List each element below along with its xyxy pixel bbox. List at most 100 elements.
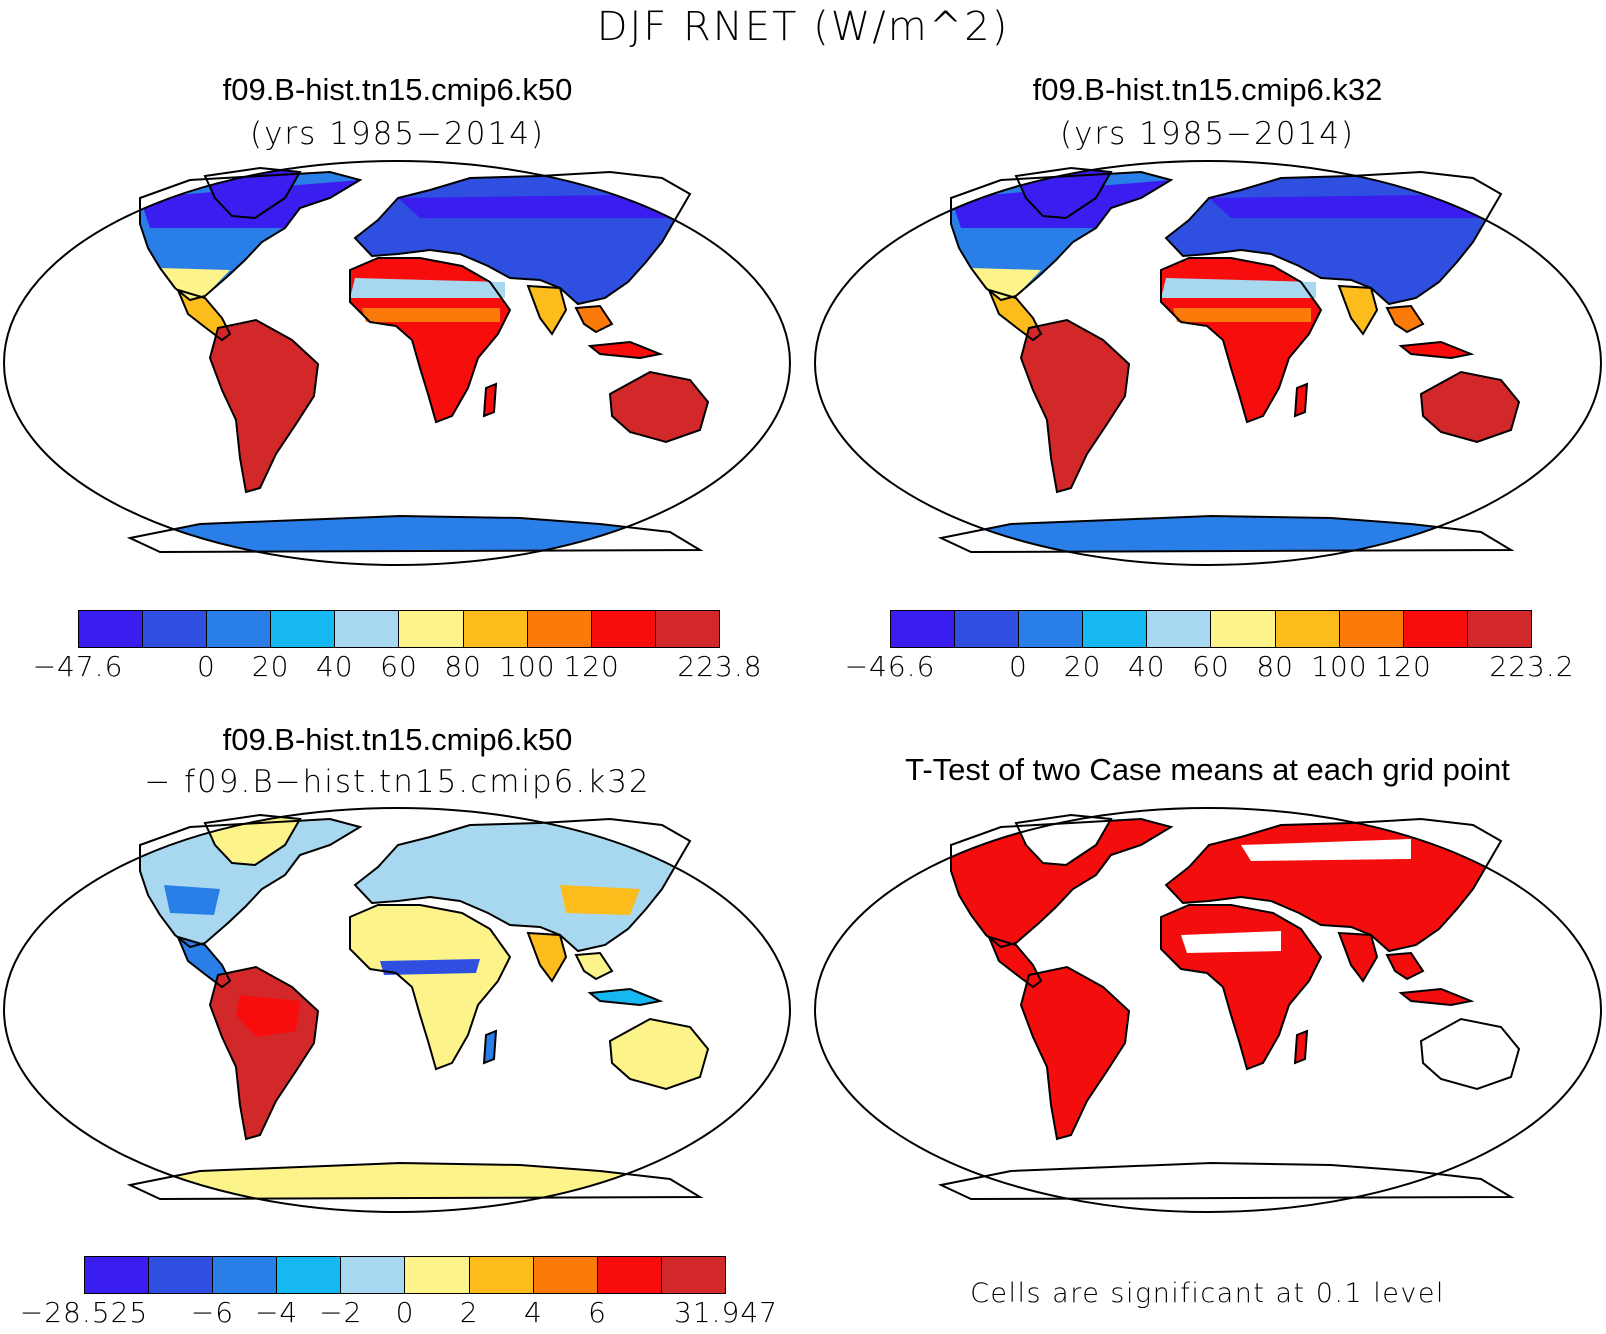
land-sa xyxy=(210,320,318,492)
coastline-eurasia xyxy=(1164,817,1503,953)
panel3-title: f09.B-hist.tn15.cmip6.k50 xyxy=(222,722,573,757)
panel2-subtitle: (yrs 1985−2014) xyxy=(1059,116,1356,152)
map-frame xyxy=(814,807,1602,1213)
coastline-na xyxy=(139,817,363,949)
land-india xyxy=(1339,933,1377,981)
land-antarctica xyxy=(130,1163,700,1199)
coastline-africa xyxy=(1160,904,1323,1071)
colorbar-tick-label: 0 xyxy=(1008,650,1028,683)
colorbar-tick-label: 4 xyxy=(523,1296,543,1329)
land-na-south xyxy=(971,268,1041,300)
colorbar-tick-label: 20 xyxy=(251,650,290,683)
land-australia xyxy=(1421,372,1519,442)
colorbar-swatch xyxy=(271,611,336,647)
coastline-madagascar xyxy=(1293,382,1309,418)
coastline-antarctica xyxy=(937,514,1515,554)
panel1-map xyxy=(3,160,791,566)
colorbar-swatch xyxy=(655,611,719,647)
coastline-africa xyxy=(1160,257,1323,424)
colorbar-tick-label: −47.6 xyxy=(32,650,124,683)
coastline-india xyxy=(1337,284,1379,336)
colorbar-tick-label: 100 xyxy=(499,650,556,683)
colorbar-tick-label: 223.8 xyxy=(677,650,763,683)
panel1-colorbar: −47.6 0 20 40 60 80 100 120 223.8 xyxy=(33,610,762,688)
land-na-arctic xyxy=(140,180,360,228)
coastline-australia xyxy=(608,370,710,444)
colorbar-swatch xyxy=(335,611,400,647)
coastline-seasia xyxy=(574,304,614,334)
coastline-africa xyxy=(349,257,512,424)
land-seasia xyxy=(1387,306,1423,332)
colorbar-tick-label: 40 xyxy=(315,650,354,683)
colorbar-swatch xyxy=(955,611,1020,647)
map-land-group xyxy=(130,815,708,1199)
colorbar-swatch xyxy=(1019,611,1084,647)
colorbar-tick-label: −6 xyxy=(190,1296,235,1329)
land-madagascar xyxy=(1295,1031,1307,1063)
land-usa-diff xyxy=(164,885,220,915)
figure-title: DJF RNET (W/m^2) xyxy=(596,4,1010,50)
land-sahara xyxy=(350,278,505,298)
land-india xyxy=(528,933,566,981)
land-eurasia xyxy=(355,819,690,951)
land-australia xyxy=(610,1019,708,1089)
land-sahara xyxy=(1161,278,1316,298)
coastline-sa xyxy=(1019,965,1131,1141)
coastline-eurasia xyxy=(353,817,692,953)
coastline-seasia xyxy=(1385,304,1425,334)
coastline-ca xyxy=(987,288,1043,342)
land-nonsig-sahara xyxy=(1181,931,1281,953)
colorbar-3 xyxy=(84,1256,726,1294)
land-sa xyxy=(1021,967,1129,1139)
coastline-eurasia xyxy=(353,170,692,306)
coastline-sa xyxy=(208,318,320,494)
land-china-diff xyxy=(560,885,640,915)
colorbar-tick-label: 2 xyxy=(459,1296,479,1329)
coastline-indonesia xyxy=(587,987,664,1007)
land-australia xyxy=(610,372,708,442)
coastline-greenland xyxy=(203,166,302,220)
coastline-madagascar xyxy=(482,1029,498,1065)
panel2-colorbar: −46.6 0 20 40 60 80 100 120 223.2 xyxy=(845,610,1574,688)
colorbar-swatch xyxy=(149,1257,214,1293)
panel4-title: T-Test of two Case means at each grid po… xyxy=(905,752,1510,787)
coastline-antarctica xyxy=(126,514,704,554)
colorbar-swatch xyxy=(399,611,464,647)
colorbar-tick-label: 31.947 xyxy=(674,1296,778,1329)
land-na xyxy=(140,819,360,947)
colorbar-swatch xyxy=(1083,611,1148,647)
colorbar-tick-label: 40 xyxy=(1127,650,1166,683)
map-land-group xyxy=(130,168,708,552)
map-frame xyxy=(814,160,1602,566)
land-seasia xyxy=(576,953,612,979)
coastline-seasia xyxy=(574,951,614,981)
colorbar-swatch xyxy=(1403,611,1468,647)
colorbar-tick-label: 100 xyxy=(1311,650,1368,683)
coastline-india xyxy=(526,284,568,336)
coastline-madagascar xyxy=(482,382,498,418)
coastline-india xyxy=(526,931,568,983)
coastline-na xyxy=(139,170,363,302)
coastline-antarctica xyxy=(937,1161,1515,1201)
coastline-na xyxy=(950,817,1174,949)
panel3-map xyxy=(3,807,791,1213)
land-australia xyxy=(1421,1019,1519,1089)
coastline-seasia xyxy=(1385,951,1425,981)
colorbar-swatch xyxy=(405,1257,470,1293)
colorbar-swatch xyxy=(1211,611,1276,647)
colorbar-swatch xyxy=(1275,611,1340,647)
colorbar-swatch xyxy=(533,1257,598,1293)
colorbar-tick-label: 20 xyxy=(1063,650,1102,683)
land-eurasia-arctic xyxy=(398,194,690,218)
land-seasia xyxy=(1387,953,1423,979)
colorbar-tick-label: 223.2 xyxy=(1489,650,1575,683)
panel4-note: Cells are significant at 0.1 level xyxy=(970,1278,1445,1309)
colorbar-swatch xyxy=(341,1257,406,1293)
panel1-subtitle: (yrs 1985−2014) xyxy=(249,116,546,152)
coastline-sa xyxy=(1019,318,1131,494)
land-madagascar xyxy=(484,1031,496,1063)
land-sahel xyxy=(1173,308,1311,322)
map-land-group xyxy=(941,815,1519,1199)
coastline-ca xyxy=(176,935,232,989)
colorbar-tick-label: −2 xyxy=(319,1296,363,1329)
